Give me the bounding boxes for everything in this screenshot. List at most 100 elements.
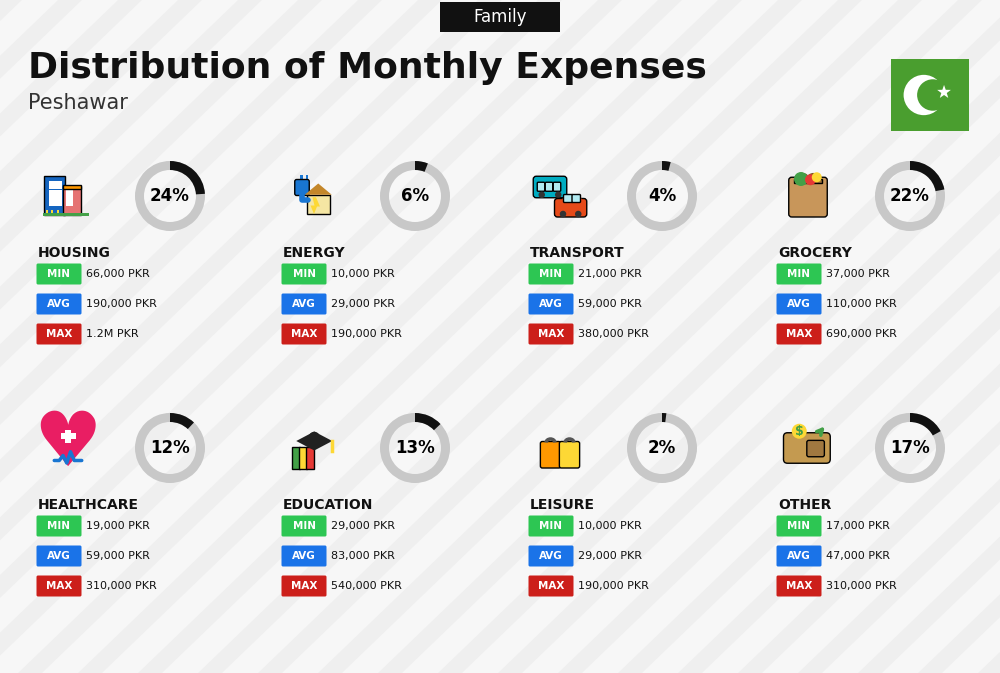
Text: 13%: 13% [395,439,435,457]
Text: EDUCATION: EDUCATION [283,498,373,512]
Text: 19,000 PKR: 19,000 PKR [86,521,150,531]
Wedge shape [627,413,697,483]
Circle shape [917,79,949,111]
FancyBboxPatch shape [794,179,822,183]
Text: 10,000 PKR: 10,000 PKR [578,521,642,531]
Text: MIN: MIN [48,521,70,531]
FancyBboxPatch shape [528,264,574,285]
FancyBboxPatch shape [62,185,80,189]
Wedge shape [415,161,428,172]
FancyBboxPatch shape [540,441,561,468]
FancyBboxPatch shape [528,546,574,567]
Text: AVG: AVG [539,299,563,309]
Bar [65,429,71,443]
Text: 59,000 PKR: 59,000 PKR [578,299,642,309]
Text: MAX: MAX [786,581,812,591]
Text: 37,000 PKR: 37,000 PKR [826,269,890,279]
FancyBboxPatch shape [533,176,567,198]
FancyBboxPatch shape [282,575,326,596]
Polygon shape [310,197,320,214]
FancyBboxPatch shape [528,575,574,596]
Circle shape [904,75,944,115]
FancyBboxPatch shape [807,440,824,457]
Text: 24%: 24% [150,187,190,205]
Text: 17%: 17% [890,439,930,457]
FancyBboxPatch shape [891,59,969,131]
Text: AVG: AVG [47,551,71,561]
Wedge shape [135,413,205,483]
Text: 690,000 PKR: 690,000 PKR [826,329,897,339]
Text: 47,000 PKR: 47,000 PKR [826,551,890,561]
FancyBboxPatch shape [537,182,545,191]
Text: AVG: AVG [47,299,71,309]
Bar [51,210,53,215]
FancyBboxPatch shape [784,433,830,463]
Text: 29,000 PKR: 29,000 PKR [331,299,395,309]
Text: MAX: MAX [291,581,317,591]
Circle shape [309,432,320,443]
Text: MIN: MIN [540,521,562,531]
FancyBboxPatch shape [776,293,822,314]
Polygon shape [561,194,582,201]
FancyBboxPatch shape [299,446,307,468]
Text: 4%: 4% [648,187,676,205]
Wedge shape [135,161,205,231]
FancyBboxPatch shape [282,324,326,345]
Text: ENERGY: ENERGY [283,246,346,260]
Text: MIN: MIN [788,521,810,531]
FancyBboxPatch shape [564,194,573,203]
Text: 380,000 PKR: 380,000 PKR [578,329,649,339]
Text: ♥: ♥ [34,409,102,483]
Text: Family: Family [473,8,527,26]
Circle shape [812,172,822,182]
Text: 310,000 PKR: 310,000 PKR [826,581,897,591]
Text: GROCERY: GROCERY [778,246,852,260]
FancyBboxPatch shape [282,293,326,314]
FancyBboxPatch shape [36,546,82,567]
Polygon shape [296,431,332,450]
Wedge shape [875,161,945,231]
Bar [66,199,72,206]
FancyBboxPatch shape [776,575,822,596]
FancyBboxPatch shape [282,516,326,536]
Text: 190,000 PKR: 190,000 PKR [331,329,402,339]
Wedge shape [415,413,441,430]
Circle shape [794,172,808,186]
Text: MAX: MAX [538,581,564,591]
Wedge shape [627,161,697,231]
FancyBboxPatch shape [789,177,827,217]
Wedge shape [910,161,944,191]
Text: 17,000 PKR: 17,000 PKR [826,521,890,531]
Bar [300,175,302,182]
Text: 540,000 PKR: 540,000 PKR [331,581,402,591]
FancyBboxPatch shape [307,194,330,213]
Text: 83,000 PKR: 83,000 PKR [331,551,395,561]
Bar [56,210,58,215]
Text: 59,000 PKR: 59,000 PKR [86,551,150,561]
Text: 66,000 PKR: 66,000 PKR [86,269,150,279]
Text: MAX: MAX [786,329,812,339]
FancyBboxPatch shape [776,264,822,285]
Wedge shape [875,413,945,483]
FancyBboxPatch shape [282,546,326,567]
Text: 190,000 PKR: 190,000 PKR [578,581,649,591]
FancyBboxPatch shape [36,264,82,285]
Polygon shape [937,85,951,98]
FancyBboxPatch shape [553,182,561,191]
Bar [48,190,56,197]
FancyBboxPatch shape [776,516,822,536]
Text: HEALTHCARE: HEALTHCARE [38,498,139,512]
Wedge shape [910,413,941,435]
Text: 190,000 PKR: 190,000 PKR [86,299,157,309]
Polygon shape [305,184,332,194]
Text: MIN: MIN [292,269,316,279]
FancyBboxPatch shape [292,446,300,468]
Text: AVG: AVG [539,551,563,561]
Text: 10,000 PKR: 10,000 PKR [331,269,395,279]
Circle shape [538,192,545,198]
Text: 12%: 12% [150,439,190,457]
FancyBboxPatch shape [572,194,580,203]
Bar [55,181,62,188]
Text: 22%: 22% [890,187,930,205]
Text: MIN: MIN [788,269,810,279]
